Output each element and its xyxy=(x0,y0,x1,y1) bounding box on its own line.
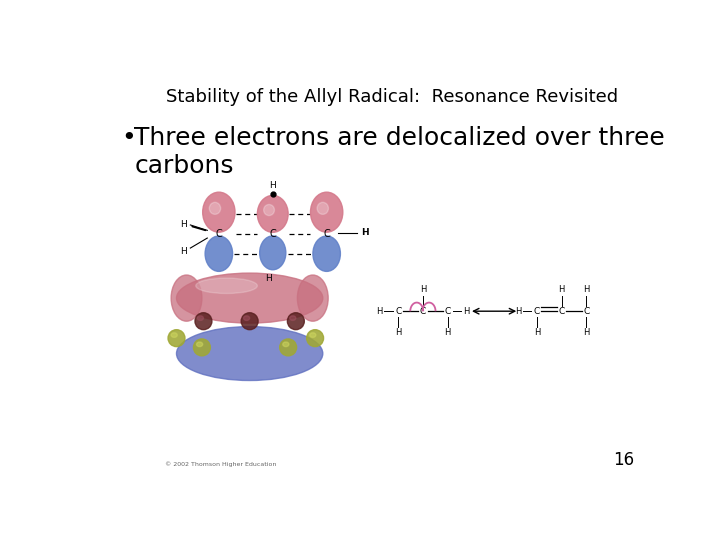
Ellipse shape xyxy=(310,192,343,232)
Ellipse shape xyxy=(203,192,235,232)
Text: C: C xyxy=(534,307,540,316)
Ellipse shape xyxy=(264,205,274,215)
Ellipse shape xyxy=(195,313,212,330)
Ellipse shape xyxy=(307,330,323,347)
Ellipse shape xyxy=(257,195,288,232)
Ellipse shape xyxy=(297,275,328,321)
Text: 16: 16 xyxy=(613,451,634,469)
Text: H: H xyxy=(377,307,383,316)
Ellipse shape xyxy=(168,330,185,347)
Ellipse shape xyxy=(283,342,289,347)
Ellipse shape xyxy=(194,339,210,356)
Ellipse shape xyxy=(176,327,323,381)
Ellipse shape xyxy=(210,202,220,214)
Ellipse shape xyxy=(313,236,341,272)
Ellipse shape xyxy=(171,333,177,338)
Text: •: • xyxy=(121,126,136,151)
Text: C: C xyxy=(323,229,330,239)
Text: C: C xyxy=(395,307,401,316)
Ellipse shape xyxy=(197,316,204,320)
Text: C: C xyxy=(420,307,426,316)
Text: C: C xyxy=(444,307,451,316)
Text: Three electrons are delocalized over three
carbons: Three electrons are delocalized over thr… xyxy=(134,126,665,178)
Text: Stability of the Allyl Radical:  Resonance Revisited: Stability of the Allyl Radical: Resonanc… xyxy=(166,88,618,106)
Ellipse shape xyxy=(197,342,203,347)
Text: C: C xyxy=(583,307,589,316)
Text: C: C xyxy=(215,229,222,239)
Text: H: H xyxy=(558,285,564,294)
Text: H: H xyxy=(420,285,426,294)
Ellipse shape xyxy=(310,333,316,338)
Text: C: C xyxy=(559,307,564,316)
Ellipse shape xyxy=(317,202,328,214)
Ellipse shape xyxy=(243,316,250,320)
Text: H: H xyxy=(463,307,469,316)
Ellipse shape xyxy=(171,275,202,321)
Text: H: H xyxy=(583,285,590,294)
Ellipse shape xyxy=(196,278,257,294)
Text: H: H xyxy=(534,328,540,337)
Text: H: H xyxy=(395,328,402,337)
Ellipse shape xyxy=(205,236,233,272)
Ellipse shape xyxy=(260,236,286,270)
Text: H: H xyxy=(583,328,590,337)
Text: H: H xyxy=(180,247,186,255)
Ellipse shape xyxy=(289,316,296,320)
Ellipse shape xyxy=(241,313,258,330)
Ellipse shape xyxy=(176,273,323,323)
Text: H: H xyxy=(361,228,369,237)
Text: H: H xyxy=(180,220,186,230)
Text: H: H xyxy=(266,274,272,284)
Text: C: C xyxy=(269,229,276,239)
Ellipse shape xyxy=(287,313,305,330)
Ellipse shape xyxy=(279,339,297,356)
Text: H: H xyxy=(515,307,521,316)
Text: © 2002 Thomson Higher Education: © 2002 Thomson Higher Education xyxy=(165,461,276,467)
Text: H: H xyxy=(444,328,451,337)
Text: H: H xyxy=(269,180,276,190)
